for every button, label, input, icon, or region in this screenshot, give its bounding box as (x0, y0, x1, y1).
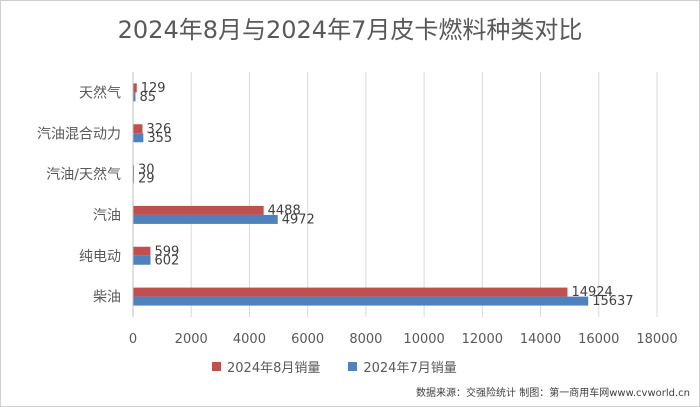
data-label: 14924 (571, 285, 612, 300)
legend-item-aug: 2024年8月销量 (212, 357, 320, 376)
x-tick-label: 6000 (291, 332, 324, 347)
x-tick-label: 2000 (175, 332, 208, 347)
bar (133, 255, 151, 265)
legend-swatch-aug (212, 362, 221, 371)
legend-label-jul: 2024年7月销量 (363, 361, 457, 376)
category-label: 柴油 (93, 290, 121, 306)
category-label: 天然气 (79, 84, 121, 101)
data-label: 599 (154, 244, 179, 259)
data-label: 355 (147, 131, 172, 146)
category-label: 汽油混合动力 (37, 126, 121, 142)
x-tick-label: 12000 (462, 332, 503, 347)
bar (133, 287, 568, 297)
data-label: 15637 (592, 294, 633, 309)
x-tick-label: 4000 (233, 332, 266, 347)
data-label: 30 (138, 163, 155, 178)
source-note: 数据来源：交强险统计 制图：第一商用车网www.cvworld.cn (416, 388, 690, 399)
category-label: 汽油 (93, 208, 121, 224)
x-tick-label: 14000 (520, 332, 561, 347)
legend-item-jul: 2024年7月销量 (348, 357, 457, 376)
x-tick-label: 8000 (349, 332, 382, 347)
category-label: 纯电动 (79, 249, 121, 265)
x-tick-label: 10000 (403, 332, 444, 347)
bar (133, 133, 144, 143)
bar (133, 214, 278, 224)
x-tick-label: 16000 (578, 332, 619, 347)
data-label: 85 (139, 90, 156, 105)
legend-label-aug: 2024年8月销量 (227, 361, 321, 376)
legend: 2024年8月销量 2024年7月销量 (212, 357, 457, 376)
bar (133, 83, 137, 93)
bar (133, 296, 589, 306)
bar (133, 246, 151, 256)
category-label: 汽油/天然气 (46, 166, 121, 183)
data-label: 129 (141, 81, 166, 96)
data-label: 4488 (268, 203, 301, 218)
legend-swatch-jul (348, 362, 358, 371)
x-tick-label: 18000 (636, 332, 677, 347)
data-label: 29 (138, 172, 155, 187)
chart-title: 2024年8月与2024年7月皮卡燃料种类对比 (117, 16, 583, 44)
bar (133, 205, 264, 215)
x-tick-label: 0 (129, 332, 137, 347)
bar (133, 92, 136, 102)
data-label: 326 (146, 122, 171, 137)
data-label: 602 (155, 253, 180, 268)
bar (133, 124, 143, 134)
data-label: 4972 (282, 212, 315, 227)
